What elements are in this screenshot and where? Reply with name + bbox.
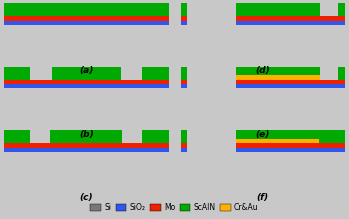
Bar	[4, 84, 169, 88]
Text: (f): (f)	[257, 193, 269, 202]
Bar	[180, 148, 345, 152]
Bar	[180, 21, 345, 25]
Bar	[319, 130, 345, 143]
Bar	[236, 148, 319, 152]
Bar	[180, 67, 187, 79]
Bar	[236, 130, 319, 139]
Bar	[180, 130, 187, 143]
Bar	[319, 130, 345, 143]
Bar	[187, 16, 236, 25]
Bar	[187, 79, 236, 88]
Bar	[320, 67, 339, 79]
Text: (e): (e)	[255, 130, 270, 139]
Bar	[122, 130, 142, 143]
Bar	[187, 126, 319, 152]
Bar	[4, 130, 169, 143]
Bar	[187, 3, 236, 16]
Bar	[4, 67, 169, 79]
Text: (d): (d)	[255, 66, 270, 75]
Bar	[236, 139, 319, 143]
Bar	[320, 3, 339, 16]
Bar	[180, 143, 345, 148]
Bar	[236, 143, 319, 148]
Bar	[236, 76, 320, 79]
Bar	[30, 67, 52, 79]
Bar	[180, 79, 345, 84]
Bar	[4, 21, 169, 25]
Bar	[180, 3, 187, 16]
Bar	[4, 3, 169, 16]
Text: (a): (a)	[79, 66, 94, 75]
Text: (c): (c)	[80, 193, 93, 202]
Bar	[4, 79, 169, 84]
Bar	[236, 130, 319, 139]
Bar	[4, 16, 169, 21]
Legend: Si, SiO₂, Mo, ScAlN, Cr&Au: Si, SiO₂, Mo, ScAlN, Cr&Au	[87, 200, 262, 215]
Bar	[187, 153, 319, 189]
Bar	[180, 84, 345, 88]
Bar	[30, 130, 50, 143]
Bar	[180, 3, 345, 16]
Bar	[4, 148, 169, 152]
Bar	[236, 139, 319, 143]
Bar	[180, 16, 345, 21]
Bar	[187, 67, 236, 79]
Bar	[30, 143, 50, 148]
Text: (b): (b)	[79, 130, 94, 139]
Bar	[319, 130, 345, 143]
Bar	[187, 130, 236, 143]
Bar	[236, 67, 320, 76]
Bar	[4, 143, 169, 148]
Bar	[320, 67, 345, 79]
Bar	[121, 67, 142, 79]
